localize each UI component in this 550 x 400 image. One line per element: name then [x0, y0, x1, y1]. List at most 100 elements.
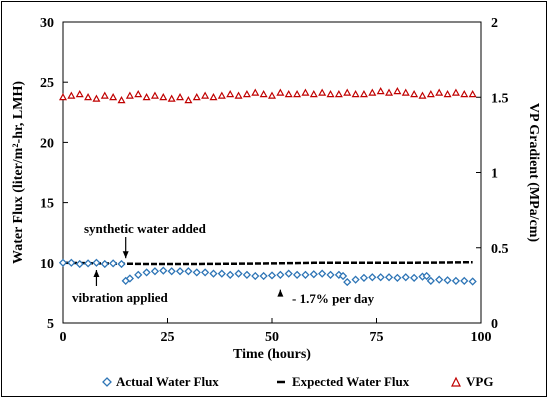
flux-point [150, 267, 160, 276]
vpg-point [326, 90, 335, 98]
flux-point [217, 269, 226, 278]
y-right-tick-label: 1 [491, 167, 498, 182]
flux-point [301, 270, 310, 279]
flux-point [209, 269, 218, 278]
annotation-arrow-vibration-head [93, 270, 100, 278]
flux-point [159, 266, 168, 275]
flux-point [75, 259, 84, 269]
vpg-point [385, 88, 394, 96]
vpg-point [293, 90, 302, 98]
vpg-point [84, 93, 93, 101]
y-right-axis-title: VP Gradient (MPa/cm) [526, 103, 541, 243]
vpg-point [267, 91, 277, 99]
vpg-point [201, 91, 210, 99]
vpg-point [351, 90, 360, 98]
flux-point [318, 269, 327, 278]
flux-point [368, 273, 377, 282]
flux-point [468, 277, 477, 286]
flux-point [284, 269, 293, 278]
flux-point [67, 258, 76, 267]
flux-point [242, 270, 252, 279]
annotation-arrow-synthetic-water-head [122, 251, 129, 259]
vpg-point [259, 90, 268, 98]
flux-point [251, 271, 260, 281]
vpg-point [435, 88, 444, 96]
flux-point [167, 267, 176, 276]
flux-point [276, 270, 285, 279]
vpg-point [217, 91, 226, 99]
y-right-tick-label: 1.5 [491, 91, 509, 106]
vpg-point [142, 93, 151, 101]
vpg-point [167, 94, 176, 102]
flux-point [326, 270, 335, 279]
y-left-tick-label: 20 [40, 136, 54, 151]
flux-point [309, 270, 318, 279]
vpg-point [184, 96, 193, 104]
flux-point [384, 273, 394, 282]
flux-point [100, 259, 109, 269]
flux-point [92, 258, 101, 267]
vpg-point [451, 88, 460, 96]
y-left-axis-title: Water Flux (liter/m²-hr, LMH) [11, 81, 26, 264]
vpg-point [443, 90, 452, 98]
flux-point [435, 275, 444, 284]
vpg-point [309, 90, 318, 98]
x-tick-label: 0 [60, 330, 67, 345]
y-right-tick-label: 0 [491, 317, 498, 332]
flux-point [175, 267, 185, 276]
vpg-point [276, 88, 285, 96]
flux-point [443, 276, 452, 285]
vpg-point [284, 90, 293, 98]
flux-point [401, 273, 410, 282]
flux-point [359, 273, 369, 282]
flux-point [451, 276, 461, 285]
legend-label-expected-water-flux: Expected Water Flux [292, 374, 410, 389]
vpg-point [410, 90, 419, 98]
flux-point [292, 270, 302, 279]
flux-point [192, 268, 201, 277]
vpg-point [318, 88, 327, 96]
vpg-point [301, 88, 310, 96]
flux-point [338, 271, 348, 281]
flux-point [201, 268, 210, 277]
vpg-point [226, 90, 235, 98]
legend-label-actual-water-flux: Actual Water Flux [116, 374, 219, 389]
flux-point [184, 267, 193, 276]
vpg-point [418, 91, 427, 99]
annotation-arrow-rate-head [277, 289, 284, 297]
x-tick-label: 25 [161, 330, 175, 345]
vpg-point [334, 90, 343, 98]
vpg-point [176, 93, 185, 101]
flux-point [351, 275, 360, 284]
legend-marker-actual-water-flux [102, 377, 112, 387]
flux-point [259, 271, 268, 281]
y-right-tick-label: 0.5 [491, 242, 509, 257]
flux-point [422, 271, 431, 281]
vpg-point [92, 94, 101, 102]
flux-point [134, 270, 143, 279]
annotation-rate-per-day: - 1.7% per day [292, 291, 375, 306]
flux-point [234, 269, 243, 278]
flux-point [343, 277, 352, 287]
y-left-tick-label: 5 [47, 317, 54, 332]
vpg-point [368, 88, 377, 96]
vpg-point [393, 86, 402, 95]
vpg-point [242, 90, 251, 98]
flux-point [109, 259, 118, 268]
vpg-point [100, 91, 109, 99]
x-axis-title: Time (hours) [233, 347, 311, 362]
vpg-point [468, 90, 477, 98]
annotation-synthetic-water-added: synthetic water added [84, 221, 207, 236]
annotation-vibration-applied: vibration applied [72, 290, 168, 305]
flux-point [460, 276, 469, 285]
series-expected-water-flux-line [62, 260, 473, 266]
vpg-point [117, 96, 126, 104]
legend-label-vpg: VPG [466, 374, 493, 389]
flux-point [426, 276, 435, 285]
flux-point [410, 273, 419, 282]
flux-point [125, 274, 134, 283]
vpg-point [192, 93, 201, 101]
vpg-point [209, 93, 218, 101]
vpg-point [109, 93, 118, 101]
